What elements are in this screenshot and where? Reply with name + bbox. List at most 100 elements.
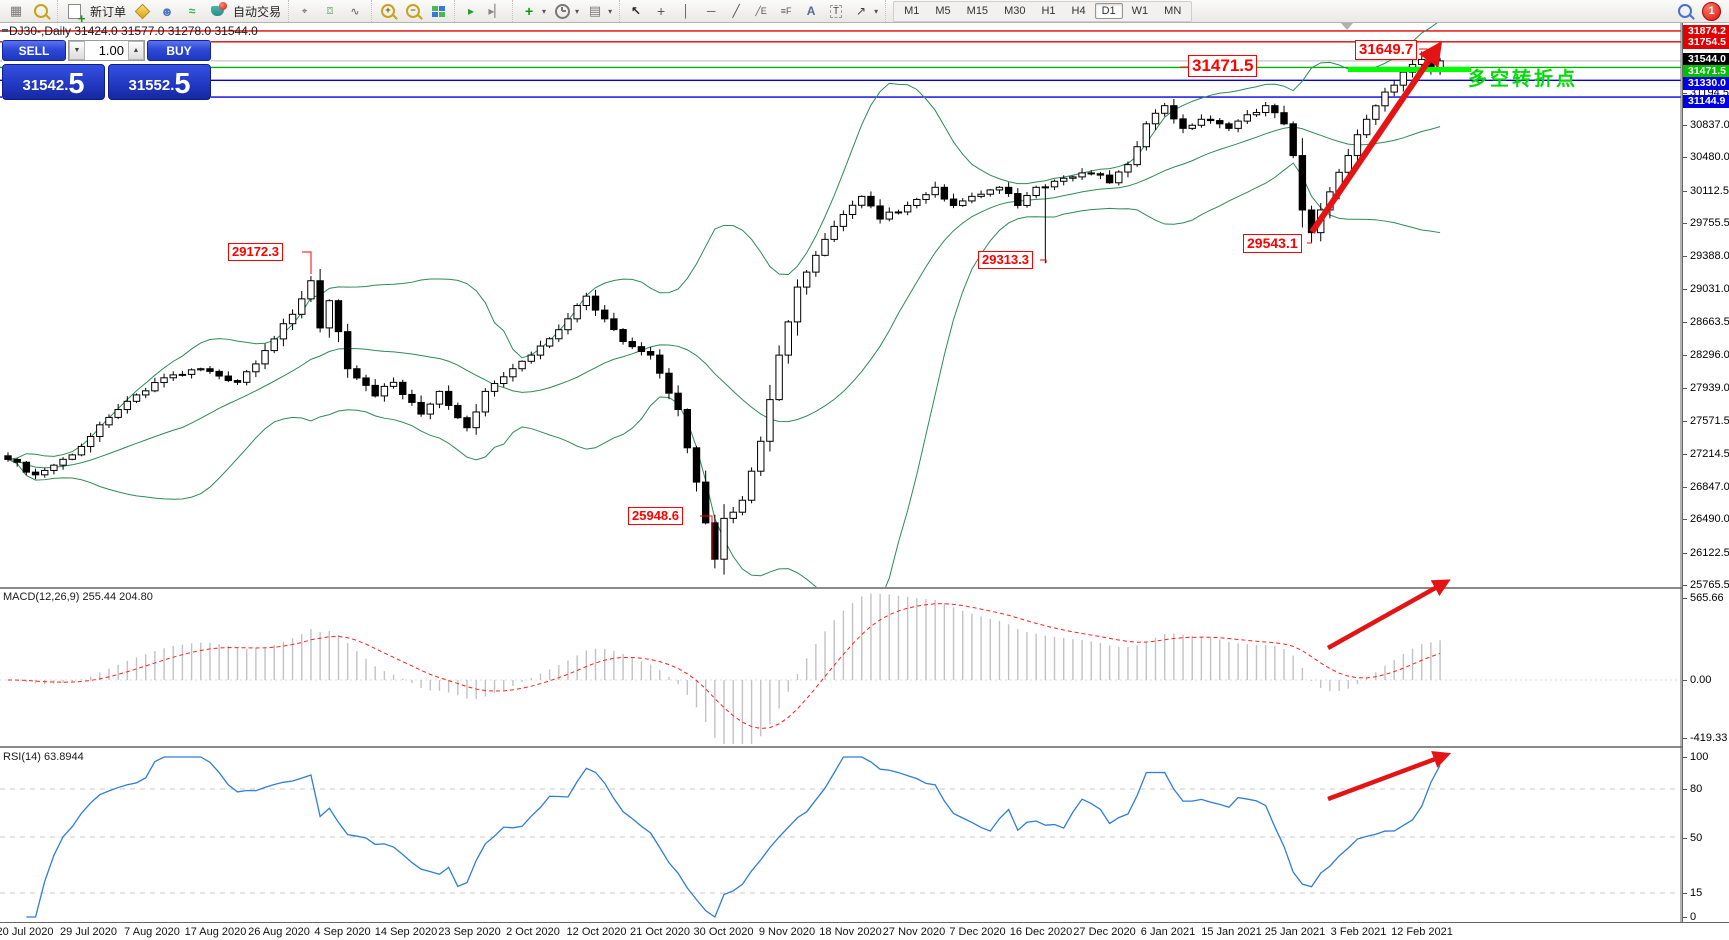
axis-tick: 28663.5 bbox=[1683, 316, 1729, 328]
axis-tick: 30112.5 bbox=[1683, 185, 1729, 197]
notification-badge[interactable]: 1 bbox=[1702, 1, 1721, 21]
bollinger-middle bbox=[7, 126, 1441, 469]
templates-icon[interactable]: ▤ bbox=[588, 3, 602, 18]
periods-dropdown-icon[interactable]: ▾ bbox=[575, 6, 580, 16]
green-zone-highlight[interactable] bbox=[1348, 67, 1471, 72]
text-label-tool-icon[interactable]: T bbox=[827, 3, 845, 20]
trend-arrow[interactable] bbox=[1309, 41, 1443, 234]
price-annotation[interactable]: 31649.7 bbox=[1355, 40, 1418, 60]
annotation-connector bbox=[302, 251, 312, 274]
line-chart-icon[interactable]: ∿ bbox=[350, 5, 360, 18]
templates-dropdown-icon[interactable]: ▾ bbox=[608, 6, 613, 16]
indicators-icon[interactable]: + bbox=[524, 3, 534, 19]
price-annotation[interactable]: 29313.3 bbox=[978, 251, 1033, 269]
arrows-dropdown-icon[interactable]: ▾ bbox=[874, 6, 879, 16]
crosshair-tool-icon[interactable]: + bbox=[656, 3, 666, 19]
tile-windows-icon[interactable] bbox=[429, 3, 447, 20]
text-tool-icon[interactable]: A bbox=[806, 4, 816, 18]
axis-tick: 26490.0 bbox=[1683, 513, 1729, 525]
price-annotation[interactable]: 29172.3 bbox=[228, 243, 283, 261]
new-order-icon[interactable] bbox=[65, 3, 86, 24]
axis-tick: 26122.5 bbox=[1683, 547, 1729, 559]
date-tick: 9 Nov 2020 bbox=[758, 926, 816, 938]
timeframe-m15[interactable]: M15 bbox=[966, 5, 989, 17]
date-tick: 21 Oct 2020 bbox=[630, 926, 690, 938]
date-tick: 4 Sep 2020 bbox=[314, 926, 371, 938]
bar-chart-icon[interactable]: ⌖ bbox=[301, 5, 309, 17]
price-level-tag: 31544.0 bbox=[1683, 53, 1729, 66]
timeframe-m1[interactable]: M1 bbox=[904, 5, 920, 17]
sell-price[interactable]: 31542. 5 bbox=[2, 64, 105, 100]
trend-arrow[interactable] bbox=[1327, 750, 1452, 802]
buy-button[interactable]: BUY bbox=[147, 40, 211, 61]
price-annotation[interactable]: 29543.1 bbox=[1243, 234, 1302, 253]
new-chart-icon[interactable]: ▦ bbox=[9, 3, 23, 18]
signal-icon[interactable]: ≈ bbox=[188, 4, 196, 18]
date-tick: 3 Feb 2021 bbox=[1330, 926, 1387, 938]
date-tick: 27 Dec 2020 bbox=[1073, 926, 1136, 938]
price-axis[interactable]: 31194.5 30837.0 30480.0 30112.5 29755.5 29388… bbox=[1682, 22, 1729, 923]
timeframe-d1[interactable]: D1 bbox=[1094, 3, 1123, 19]
date-tick: 12 Feb 2021 bbox=[1391, 926, 1453, 938]
axis-tick: 29755.5 bbox=[1683, 217, 1729, 229]
axis-tick: 30837.0 bbox=[1683, 119, 1729, 131]
vertical-line-tool-icon[interactable]: │ bbox=[682, 4, 690, 18]
search-icon[interactable] bbox=[1676, 3, 1694, 20]
arrows-tool-icon[interactable]: ↗ bbox=[856, 4, 867, 18]
chart-title: DJ30-,Daily 31424.0 31577.0 31278.0 3154… bbox=[9, 24, 258, 38]
timeframe-m5[interactable]: M5 bbox=[935, 5, 951, 17]
cursor-tool-icon[interactable]: ↖ bbox=[631, 4, 642, 18]
timeframe-mn[interactable]: MN bbox=[1164, 5, 1182, 17]
sell-button[interactable]: SELL bbox=[2, 40, 66, 61]
timeframe-m30[interactable]: M30 bbox=[1004, 5, 1026, 17]
macd-panel bbox=[7, 593, 1441, 744]
autotrade-label[interactable]: 自动交易 bbox=[233, 4, 282, 19]
trend-arrow[interactable] bbox=[1326, 579, 1451, 650]
timeframe-h4[interactable]: H4 bbox=[1071, 5, 1086, 17]
axis-tick: 30480.0 bbox=[1683, 151, 1729, 163]
candlestick-chart-icon[interactable]: ⌼ bbox=[327, 5, 334, 17]
horizontal-line-tool-icon[interactable]: ─ bbox=[706, 4, 716, 18]
price-level-tag: 31754.5 bbox=[1683, 36, 1729, 49]
axis-tick: 27939.0 bbox=[1683, 382, 1729, 394]
toolbar-group-scroll: ▸ ▸▏ bbox=[454, 0, 512, 22]
zoom-in-icon[interactable]: + bbox=[379, 3, 397, 20]
new-order-label[interactable]: 新订单 bbox=[90, 4, 127, 19]
volume-up-icon[interactable]: ▲ bbox=[128, 41, 144, 60]
autotrade-icon[interactable] bbox=[208, 2, 227, 20]
volume-down-icon[interactable]: ▼ bbox=[69, 41, 85, 60]
toolbar-right: 1 bbox=[1676, 1, 1729, 21]
date-tick: 6 Jan 2021 bbox=[1140, 926, 1196, 938]
axis-tick: -419.33 bbox=[1682, 732, 1728, 744]
indicators-dropdown-icon[interactable]: ▾ bbox=[542, 6, 547, 16]
axis-tick: 28296.0 bbox=[1683, 349, 1729, 361]
turning-point-note[interactable]: 多空转折点 bbox=[1468, 69, 1579, 90]
price-annotation[interactable]: 25948.6 bbox=[628, 507, 683, 525]
trendline-tool-icon[interactable]: ╱ bbox=[732, 4, 740, 18]
timeframe-h1[interactable]: H1 bbox=[1041, 5, 1056, 17]
channel-tool-icon[interactable]: ╱E bbox=[755, 5, 767, 16]
bollinger-upper bbox=[7, 23, 1438, 460]
date-axis[interactable]: 20 Jul 2020 29 Jul 2020 7 Aug 2020 17 Aug 2… bbox=[0, 922, 1729, 940]
buy-price[interactable]: 31552. 5 bbox=[108, 64, 211, 100]
auto-scroll-icon[interactable]: ▸ bbox=[468, 4, 475, 18]
rsi-indicator-label: RSI(14) 63.8944 bbox=[3, 751, 84, 763]
annotation-connector bbox=[1040, 259, 1047, 263]
rsi-line bbox=[26, 756, 1441, 918]
timeframe-w1[interactable]: W1 bbox=[1131, 5, 1149, 17]
periods-clock-icon[interactable] bbox=[553, 3, 571, 20]
price-annotation[interactable]: 31471.5 bbox=[1188, 55, 1258, 78]
date-tick: 30 Oct 2020 bbox=[693, 926, 754, 938]
chart-shift-marker-icon[interactable] bbox=[1341, 23, 1353, 30]
chart-shift-icon[interactable]: ▸▏ bbox=[488, 4, 504, 18]
axis-tick: 100 bbox=[1682, 751, 1709, 763]
chat-icon[interactable]: ☻ bbox=[160, 3, 174, 19]
zoom-out-icon[interactable]: − bbox=[404, 3, 422, 20]
gold-icon[interactable] bbox=[133, 3, 151, 20]
volume-value[interactable]: 1.00 bbox=[98, 43, 124, 58]
fibonacci-tool-icon[interactable]: ≡F bbox=[780, 6, 792, 16]
price-level-tag: 31144.9 bbox=[1683, 95, 1729, 108]
chart-preview-icon[interactable] bbox=[32, 3, 50, 20]
annotation-connector bbox=[700, 515, 713, 560]
